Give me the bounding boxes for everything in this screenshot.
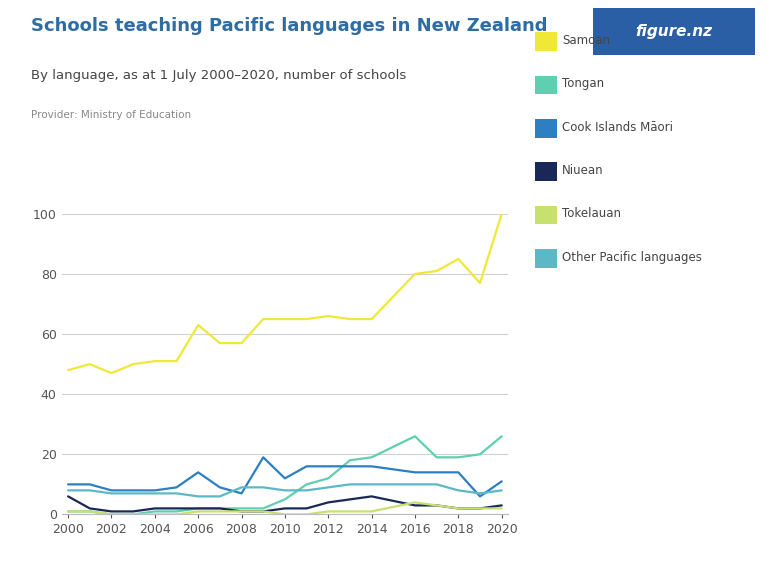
- Text: Samoan: Samoan: [562, 34, 610, 47]
- Text: Tokelauan: Tokelauan: [562, 208, 621, 220]
- Text: figure.nz: figure.nz: [635, 24, 712, 39]
- Text: By language, as at 1 July 2000–2020, number of schools: By language, as at 1 July 2000–2020, num…: [31, 69, 406, 82]
- Text: Tongan: Tongan: [562, 77, 604, 90]
- Text: Cook Islands Māori: Cook Islands Māori: [562, 121, 673, 134]
- Text: Schools teaching Pacific languages in New Zealand: Schools teaching Pacific languages in Ne…: [31, 17, 547, 35]
- Text: Niuean: Niuean: [562, 164, 604, 177]
- Text: Other Pacific languages: Other Pacific languages: [562, 251, 702, 264]
- Text: Provider: Ministry of Education: Provider: Ministry of Education: [31, 110, 191, 120]
